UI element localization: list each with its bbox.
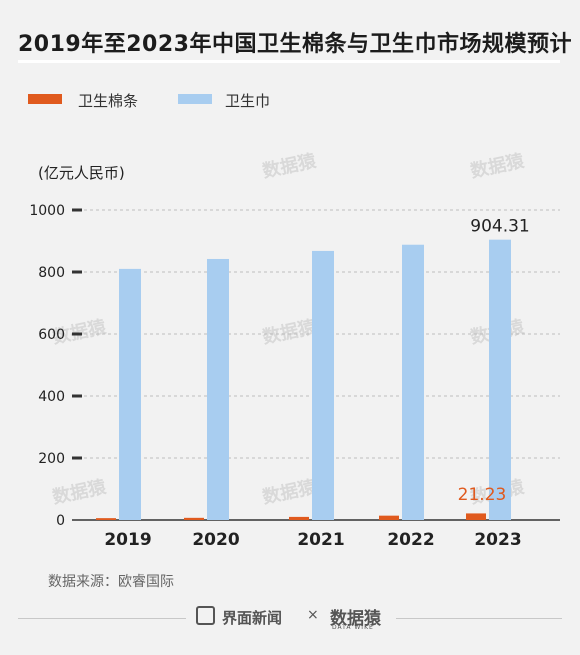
chart-title: 2019年至2023年中国卫生棉条与卫生巾市场规模预计	[18, 32, 572, 57]
footer-partner: 数据猿	[330, 609, 381, 629]
legend-label-tampon: 卫生棉条	[78, 92, 139, 110]
footer: 界面新闻 × 数据猿 DATA WIKE	[0, 604, 580, 634]
y-tick-label: 400	[38, 389, 65, 405]
legend-swatch-tampon	[28, 94, 62, 104]
footer-brand: 界面新闻	[222, 609, 283, 627]
data-label: 21.23	[458, 485, 507, 505]
x-tick-label: 2022	[387, 530, 434, 550]
bar-tampon-2022	[379, 515, 399, 520]
footer-partner-sub: DATA WIKE	[332, 624, 374, 631]
bar-tampon-2021	[289, 516, 309, 520]
footer-separator: ×	[307, 607, 319, 623]
y-tick-label: 800	[38, 265, 65, 281]
bar-pad-2022	[402, 244, 424, 520]
legend-swatch-pad	[178, 94, 212, 104]
bar-pad-2020	[207, 258, 229, 520]
title-underline	[18, 60, 560, 63]
bar-chart: 0 200 400 600 800 1000 2019 2020 2021 2022 2023 904…	[29, 203, 560, 550]
bar-tampon-2023	[466, 513, 486, 520]
jiemian-logo-icon	[196, 606, 215, 625]
legend-label-pad: 卫生巾	[225, 92, 271, 110]
x-tick-label: 2023	[474, 530, 521, 550]
bar-pad-2019	[119, 268, 141, 520]
y-tick-label: 0	[56, 513, 65, 529]
footer-divider-right	[396, 618, 562, 619]
y-axis-unit-label: (亿元人民币)	[38, 164, 125, 182]
bar-pad-2023	[489, 239, 511, 521]
bar-tampon-2019	[96, 518, 116, 520]
y-tick-label: 600	[38, 327, 65, 343]
bar-tampon-2020	[184, 517, 204, 520]
x-tick-label: 2021	[297, 530, 344, 550]
data-label: 904.31	[470, 217, 529, 237]
footer-divider-left	[18, 618, 186, 619]
bar-pad-2021	[312, 250, 334, 521]
x-tick-label: 2019	[104, 530, 151, 550]
source-note: 数据来源：欧睿国际	[48, 574, 174, 590]
y-tick-label: 1000	[29, 203, 65, 219]
x-tick-label: 2020	[192, 530, 239, 550]
y-tick-label: 200	[38, 451, 65, 467]
